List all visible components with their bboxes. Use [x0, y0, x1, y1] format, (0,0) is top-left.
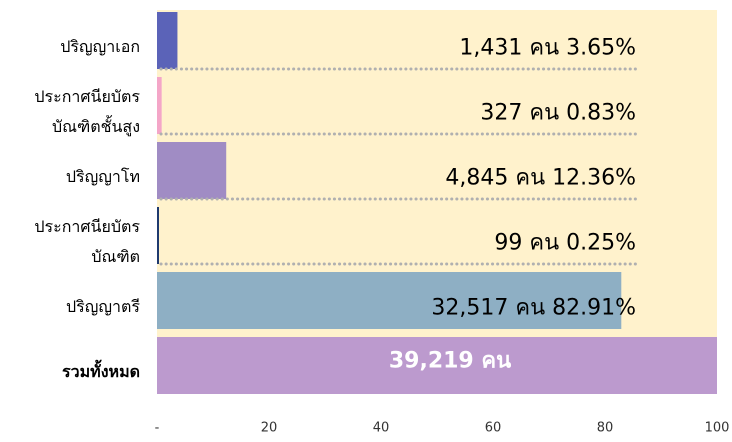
category-label: ปริญญาเอก	[60, 36, 140, 56]
value-label: 4,845 คน 12.36%	[445, 166, 636, 191]
category-label: ปริญญาโท	[65, 166, 140, 186]
category-label: ปริญญาตรี	[66, 296, 140, 316]
value-label: 99 คน 0.25%	[494, 231, 636, 256]
x-tick-label: 40	[373, 421, 390, 436]
x-tick-label: -	[155, 421, 160, 436]
x-tick-label: 100	[705, 421, 730, 436]
bar	[157, 77, 162, 134]
bar	[157, 142, 227, 199]
category-label: รวมทั้งหมด	[62, 361, 140, 381]
value-label: 327 คน 0.83%	[480, 101, 636, 126]
x-tick-label: 60	[485, 421, 502, 436]
category-label: ประกาศนียบัตร บัณฑิตชั้นสูง	[34, 86, 140, 136]
plot-background	[157, 10, 717, 394]
bar	[157, 272, 622, 329]
bar	[157, 207, 159, 264]
value-label: 32,517 คน 82.91%	[431, 296, 636, 321]
value-label: 1,431 คน 3.65%	[459, 36, 636, 61]
x-tick-label: 80	[597, 421, 614, 436]
category-label: ประกาศนียบัตร บัณฑิต	[34, 216, 140, 266]
value-label: 39,219 คน	[389, 349, 511, 374]
bar	[157, 12, 178, 69]
bar	[157, 337, 717, 394]
x-tick-label: 20	[261, 421, 278, 436]
